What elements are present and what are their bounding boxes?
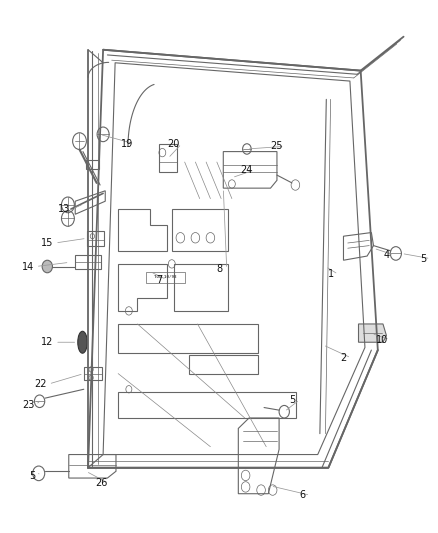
Text: 5: 5 — [289, 395, 295, 405]
Text: 25: 25 — [271, 141, 283, 151]
Text: 6: 6 — [300, 490, 306, 500]
Text: 14: 14 — [22, 262, 34, 271]
Text: 7: 7 — [156, 274, 162, 285]
Text: 5: 5 — [29, 472, 35, 481]
Text: 2: 2 — [340, 353, 346, 363]
Text: 10: 10 — [376, 335, 388, 345]
Text: 15: 15 — [41, 238, 53, 248]
Text: 5: 5 — [420, 254, 426, 264]
Text: 20: 20 — [168, 139, 180, 149]
Text: 19: 19 — [120, 139, 133, 149]
Text: 13: 13 — [58, 204, 71, 214]
Text: 1: 1 — [328, 269, 334, 279]
Text: 12: 12 — [41, 337, 53, 347]
Bar — [146, 272, 185, 283]
Text: 26: 26 — [95, 478, 107, 488]
Text: 23: 23 — [22, 400, 34, 410]
Ellipse shape — [78, 332, 87, 353]
Circle shape — [42, 260, 53, 273]
Text: 24: 24 — [241, 165, 253, 175]
Bar — [86, 160, 99, 169]
Text: 4: 4 — [383, 250, 389, 260]
Text: TOL 10/93: TOL 10/93 — [154, 276, 177, 279]
Bar — [159, 144, 177, 173]
Bar — [87, 231, 104, 246]
Polygon shape — [358, 324, 386, 342]
Text: 8: 8 — [216, 264, 222, 274]
Text: 22: 22 — [35, 379, 47, 389]
